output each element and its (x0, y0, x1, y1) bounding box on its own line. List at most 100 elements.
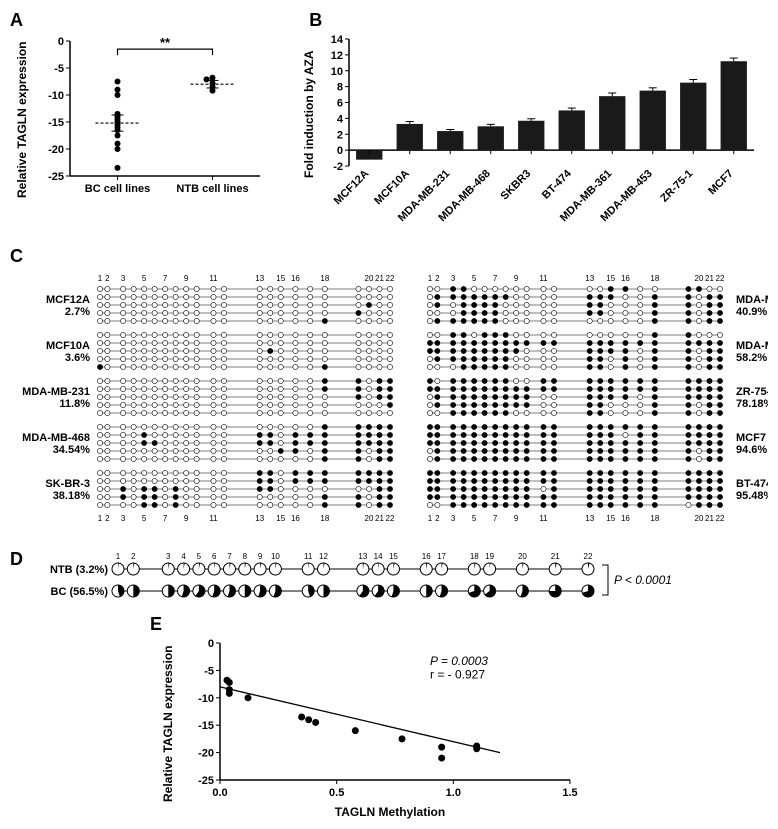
svg-text:4: 4 (181, 552, 186, 561)
svg-text:3: 3 (121, 514, 126, 523)
svg-text:13: 13 (255, 274, 264, 283)
svg-text:15: 15 (276, 514, 285, 523)
panel-a-chart: -25-20-15-10-50BC cell linesNTB cell lin… (40, 31, 270, 201)
svg-text:-20: -20 (198, 748, 214, 760)
svg-text:21: 21 (375, 274, 384, 283)
svg-text:40.9%: 40.9% (736, 306, 767, 318)
svg-text:34.54%: 34.54% (53, 444, 91, 456)
panel-e-chart: -25-20-15-10-500.00.51.01.5P = 0.0003r =… (190, 635, 580, 805)
panel-b-label: B (309, 10, 768, 31)
svg-text:21: 21 (705, 514, 714, 523)
svg-text:15: 15 (389, 552, 398, 561)
svg-text:13: 13 (585, 274, 594, 283)
svg-text:3: 3 (451, 274, 456, 283)
svg-text:16: 16 (621, 274, 630, 283)
panel-d: D 12345678910111213141516171819202122NTB… (10, 549, 768, 609)
row-ab: A Relative TAGLN expression -25-20-15-10… (10, 10, 768, 241)
svg-text:10: 10 (271, 552, 280, 561)
svg-text:94.6%: 94.6% (736, 444, 767, 456)
svg-text:9: 9 (514, 274, 519, 283)
svg-text:9: 9 (514, 514, 519, 523)
svg-text:22: 22 (716, 274, 725, 283)
svg-text:P = 0.0003: P = 0.0003 (430, 654, 488, 668)
svg-text:18: 18 (650, 274, 659, 283)
svg-text:20: 20 (695, 274, 704, 283)
svg-text:MDA-MB-468: MDA-MB-468 (22, 432, 90, 444)
svg-text:6: 6 (337, 98, 343, 110)
svg-text:19: 19 (485, 552, 494, 561)
svg-text:95.48%: 95.48% (736, 490, 768, 502)
svg-text:22: 22 (716, 514, 725, 523)
svg-text:1: 1 (98, 514, 103, 523)
panel-a-label: A (10, 10, 279, 31)
svg-text:-25: -25 (198, 775, 214, 787)
svg-text:5: 5 (142, 514, 147, 523)
svg-text:12: 12 (319, 552, 328, 561)
svg-text:MDA-MB-231: MDA-MB-231 (22, 386, 90, 398)
svg-text:r = - 0.927: r = - 0.927 (430, 668, 485, 682)
svg-text:-20: -20 (48, 144, 64, 156)
svg-text:9: 9 (184, 274, 189, 283)
svg-text:11: 11 (539, 514, 548, 523)
panel-b-chart: -202468101214MCF12AMCF10AMDA-MB-231MDA-M… (324, 31, 764, 241)
svg-text:2: 2 (131, 552, 136, 561)
svg-text:BT-474: BT-474 (540, 167, 575, 202)
panel-e-xlabel: TAGLN Methylation (190, 805, 590, 819)
svg-text:-15: -15 (198, 720, 214, 732)
svg-text:21: 21 (551, 552, 560, 561)
svg-text:MDA-MB-361: MDA-MB-361 (736, 294, 768, 306)
svg-text:5: 5 (472, 274, 477, 283)
svg-text:13: 13 (255, 514, 264, 523)
svg-text:1: 1 (116, 552, 121, 561)
svg-text:16: 16 (291, 274, 300, 283)
svg-text:MCF7: MCF7 (707, 168, 737, 198)
svg-text:58.2%: 58.2% (736, 352, 767, 364)
svg-text:7: 7 (227, 552, 232, 561)
svg-text:-5: -5 (204, 665, 214, 677)
svg-text:9: 9 (258, 552, 263, 561)
svg-text:13: 13 (358, 552, 367, 561)
svg-text:MCF10A: MCF10A (46, 340, 90, 352)
svg-text:0.0: 0.0 (212, 787, 227, 799)
svg-text:1: 1 (98, 274, 103, 283)
svg-text:BT-474: BT-474 (736, 478, 768, 490)
panel-b-ylabel: Fold induction by AZA (302, 18, 316, 178)
svg-text:SK-BR-3: SK-BR-3 (45, 478, 90, 490)
panel-c-chart: 1235791113151618202122123579111315161820… (10, 267, 768, 547)
svg-text:5: 5 (472, 514, 477, 523)
svg-text:20: 20 (365, 274, 374, 283)
svg-text:2: 2 (105, 514, 110, 523)
svg-text:8: 8 (337, 82, 343, 94)
panel-d-label: D (10, 549, 28, 609)
svg-text:2: 2 (435, 274, 440, 283)
svg-text:13: 13 (585, 514, 594, 523)
svg-text:0: 0 (337, 145, 343, 157)
svg-text:7: 7 (163, 514, 168, 523)
svg-text:-2: -2 (334, 161, 344, 173)
svg-text:4: 4 (337, 113, 344, 125)
svg-text:7: 7 (163, 274, 168, 283)
svg-text:P < 0.0001: P < 0.0001 (614, 573, 672, 587)
panel-a: A Relative TAGLN expression -25-20-15-10… (10, 10, 279, 241)
svg-text:BC cell lines: BC cell lines (85, 183, 150, 195)
panel-e-label: E (150, 614, 590, 635)
svg-text:7: 7 (493, 514, 498, 523)
panel-d-chart: 12345678910111213141516171819202122NTB (… (28, 549, 768, 609)
svg-text:9: 9 (184, 514, 189, 523)
svg-text:10: 10 (331, 66, 343, 78)
svg-text:15: 15 (276, 274, 285, 283)
svg-text:20: 20 (695, 514, 704, 523)
svg-text:1: 1 (428, 514, 433, 523)
svg-text:15: 15 (606, 274, 615, 283)
panel-e: E Relative TAGLN expression -25-20-15-10… (150, 614, 590, 819)
panel-c-label: C (10, 246, 768, 267)
svg-text:16: 16 (621, 514, 630, 523)
svg-text:16: 16 (291, 514, 300, 523)
svg-text:3: 3 (121, 274, 126, 283)
svg-text:-5: -5 (54, 63, 64, 75)
svg-text:22: 22 (386, 514, 395, 523)
panel-e-ylabel: Relative TAGLN expression (161, 622, 175, 802)
svg-text:-15: -15 (48, 117, 64, 129)
svg-text:8: 8 (243, 552, 248, 561)
svg-text:NTB (3.2%): NTB (3.2%) (50, 564, 108, 576)
